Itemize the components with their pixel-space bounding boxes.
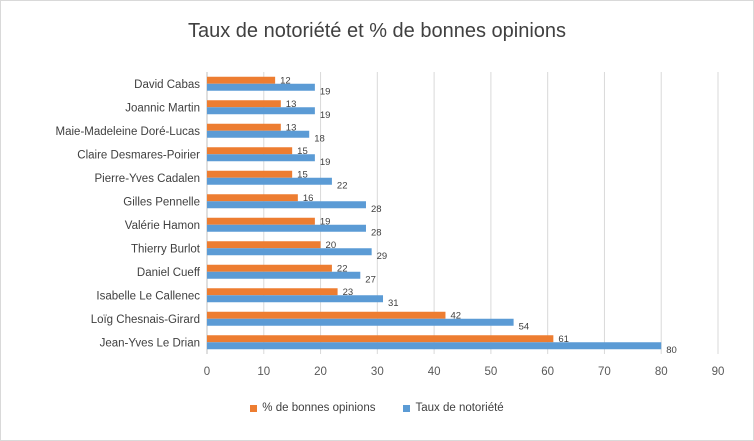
legend-swatch-taux-notoriete [403, 404, 411, 412]
x-tick-label-10: 10 [257, 366, 270, 378]
category-label-thierry-burlot: Thierry Burlot [131, 243, 201, 255]
data-label-bonnes-opinions-jean-yves-le-drian: 61 [558, 334, 569, 345]
category-label-loig-chesnais-girard: Loïg Chesnais-Girard [91, 314, 200, 326]
x-tick-label-30: 30 [371, 366, 384, 378]
data-label-notoriete-valerie-hamon: 28 [371, 227, 382, 238]
data-label-notoriete-jean-yves-le-drian: 80 [666, 345, 677, 356]
bar-notoriete-david-cabas [207, 83, 315, 91]
bar-notoriete-jean-yves-le-drian [207, 342, 662, 350]
x-tick-label-70: 70 [598, 366, 611, 378]
data-label-notoriete-daniel-cueff: 27 [365, 274, 376, 285]
bar-bonnes-opinions-isabelle-le-callenec [207, 288, 338, 296]
category-label-joannic-martin: Joannic Martin [125, 102, 200, 114]
category-label-pierre-yves-cadalen: Pierre-Yves Cadalen [95, 173, 200, 185]
bar-notoriete-loig-chesnais-girard [207, 318, 514, 326]
bar-notoriete-thierry-burlot [207, 248, 372, 256]
legend-swatch-bonnes-opinions [250, 404, 258, 412]
category-label-david-cabas: David Cabas [134, 79, 200, 91]
bar-bonnes-opinions-claire-desmares-poirier [207, 147, 293, 155]
bar-notoriete-valerie-hamon [207, 224, 366, 232]
data-label-bonnes-opinions-daniel-cueff: 22 [337, 263, 348, 274]
bar-notoriete-joannic-martin [207, 107, 315, 115]
data-label-notoriete-maie-madeleine-dore-lucas: 18 [314, 133, 325, 144]
legend-item-bonnes-opinions: % de bonnes opinions [250, 402, 375, 414]
data-label-bonnes-opinions-gilles-pennelle: 16 [303, 193, 314, 204]
x-tick-label-20: 20 [314, 366, 327, 378]
x-tick-label-60: 60 [541, 366, 554, 378]
data-label-notoriete-pierre-yves-cadalen: 22 [337, 180, 348, 191]
x-tick-label-80: 80 [655, 366, 668, 378]
data-label-bonnes-opinions-thierry-burlot: 20 [326, 240, 337, 251]
category-label-isabelle-le-callenec: Isabelle Le Callenec [96, 290, 200, 302]
bar-bonnes-opinions-maie-madeleine-dore-lucas [207, 123, 281, 131]
data-label-notoriete-claire-desmares-poirier: 19 [320, 157, 331, 168]
x-tick-label-90: 90 [712, 366, 725, 378]
legend: % de bonnes opinions Taux de notoriété [0, 402, 754, 414]
bar-bonnes-opinions-pierre-yves-cadalen [207, 170, 293, 178]
data-label-notoriete-loig-chesnais-girard: 54 [519, 321, 530, 332]
data-label-bonnes-opinions-isabelle-le-callenec: 23 [343, 287, 354, 298]
x-tick-label-50: 50 [484, 366, 497, 378]
data-label-bonnes-opinions-loig-chesnais-girard: 42 [450, 310, 461, 321]
data-label-bonnes-opinions-maie-madeleine-dore-lucas: 13 [286, 122, 297, 133]
bar-bonnes-opinions-gilles-pennelle [207, 194, 298, 202]
category-label-claire-desmares-poirier: Claire Desmares-Poirier [77, 149, 200, 161]
bar-bonnes-opinions-daniel-cueff [207, 264, 332, 272]
data-label-bonnes-opinions-david-cabas: 12 [280, 75, 291, 86]
data-label-notoriete-joannic-martin: 19 [320, 110, 331, 121]
data-label-bonnes-opinions-claire-desmares-poirier: 15 [297, 146, 308, 157]
bar-notoriete-daniel-cueff [207, 271, 361, 279]
bar-bonnes-opinions-valerie-hamon [207, 217, 315, 225]
category-label-maie-madeleine-dore-lucas: Maie-Madeleine Doré-Lucas [56, 126, 201, 138]
x-tick-label-0: 0 [204, 366, 210, 378]
legend-label-taux-notoriete: Taux de notoriété [415, 402, 504, 414]
data-label-bonnes-opinions-pierre-yves-cadalen: 15 [297, 169, 308, 180]
data-label-bonnes-opinions-valerie-hamon: 19 [320, 216, 331, 227]
bar-notoriete-pierre-yves-cadalen [207, 177, 332, 185]
bar-bonnes-opinions-thierry-burlot [207, 241, 321, 249]
bar-bonnes-opinions-jean-yves-le-drian [207, 335, 554, 343]
bar-bonnes-opinions-david-cabas [207, 76, 276, 84]
data-label-notoriete-gilles-pennelle: 28 [371, 204, 382, 215]
bar-notoriete-maie-madeleine-dore-lucas [207, 130, 310, 138]
data-label-notoriete-david-cabas: 19 [320, 86, 331, 97]
legend-label-bonnes-opinions: % de bonnes opinions [262, 402, 376, 414]
bar-notoriete-isabelle-le-callenec [207, 295, 384, 303]
legend-item-taux-notoriete: Taux de notoriété [403, 402, 504, 414]
bar-bonnes-opinions-joannic-martin [207, 100, 281, 108]
category-label-gilles-pennelle: Gilles Pennelle [123, 196, 200, 208]
bar-notoriete-gilles-pennelle [207, 201, 366, 209]
data-label-notoriete-isabelle-le-callenec: 31 [388, 298, 399, 309]
category-label-jean-yves-le-drian: Jean-Yves Le Drian [100, 337, 200, 349]
x-tick-label-40: 40 [428, 366, 441, 378]
data-label-bonnes-opinions-joannic-martin: 13 [286, 99, 297, 110]
data-label-notoriete-thierry-burlot: 29 [377, 251, 388, 262]
chart-title: Taux de notoriété et % de bonnes opinion… [187, 20, 567, 42]
bar-bonnes-opinions-loig-chesnais-girard [207, 311, 446, 319]
category-label-daniel-cueff: Daniel Cueff [137, 267, 201, 279]
category-label-valerie-hamon: Valérie Hamon [125, 220, 200, 232]
bar-notoriete-claire-desmares-poirier [207, 154, 315, 162]
